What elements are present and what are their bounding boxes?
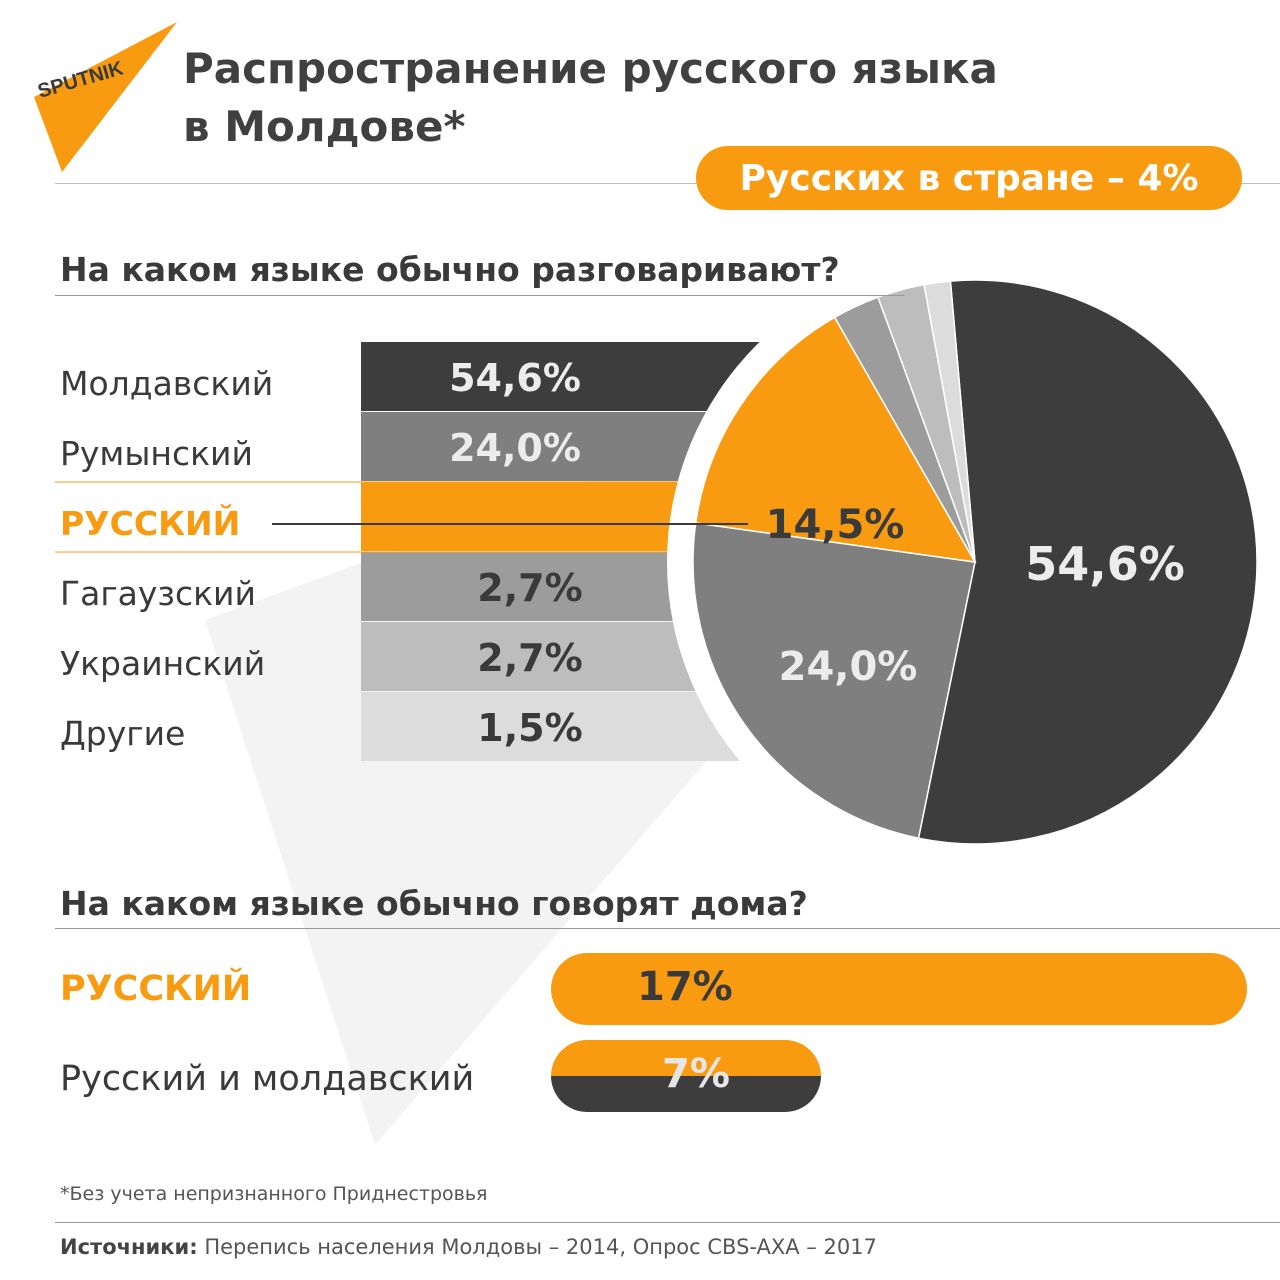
title-line-1: Распространение русского языка (183, 44, 998, 93)
home-bar-russian-moldavian: 7% (551, 1040, 821, 1112)
section2-divider (55, 928, 1280, 929)
sources-text: Перепись населения Молдовы – 2014, Опрос… (197, 1235, 877, 1259)
home-value-russian-moldavian: 7% (662, 1051, 730, 1097)
sources-label: Источники: (60, 1235, 198, 1259)
table-value-romanian: 24,0% (449, 426, 581, 470)
pie-label-russian: 14,5% (766, 502, 905, 548)
sputnik-logo: SPUTNIK (22, 22, 182, 172)
pie-label-moldavian: 54,6% (1025, 537, 1185, 591)
pie-slice-other (923, 280, 976, 563)
footnote: *Без учета непризнанного Приднестровья (60, 1183, 488, 1205)
legend-label-other: Другие (60, 714, 186, 753)
legend-label-romanian: Румынский (60, 434, 253, 473)
legend-label-russian: РУССКИЙ (60, 504, 241, 543)
title-line-2: в Молдове* (183, 102, 466, 151)
pie-slice-romanian (692, 522, 976, 840)
pie-slice-moldavian (917, 279, 1258, 845)
table-value-gagauz: 2,7% (477, 566, 582, 610)
legend-label-ukrainian: Украинский (60, 644, 266, 683)
legend-label-gagauz: Гагаузский (60, 574, 256, 613)
section2-title: На каком языке обычно говорят дома? (60, 884, 808, 923)
page-title: Распространение русского языка в Молдове… (183, 40, 998, 156)
sources: Источники: Перепись населения Молдовы – … (60, 1235, 877, 1259)
legend-label-moldavian: Молдавский (60, 364, 274, 403)
russians-badge-text: Русских в стране – 4% (739, 157, 1199, 199)
section1-title: На каком языке обычно разговаривают? (60, 250, 840, 289)
footer-divider (55, 1222, 1280, 1223)
header-divider (55, 183, 1280, 184)
home-bar-russian: 17% (551, 953, 1247, 1025)
table-value-ukrainian: 2,7% (477, 636, 582, 680)
home-label-russian: РУССКИЙ (60, 969, 252, 1009)
pie-label-romanian: 24,0% (779, 644, 918, 690)
home-value-russian: 17% (637, 964, 733, 1010)
table-value-other: 1,5% (477, 706, 582, 750)
home-label-russian-moldavian: Русский и молдавский (60, 1059, 475, 1099)
pie-slice-russian (694, 316, 977, 563)
russians-badge: Русских в стране – 4% (696, 146, 1242, 210)
table-value-moldavian: 54,6% (449, 356, 581, 400)
section1-divider (55, 295, 905, 296)
